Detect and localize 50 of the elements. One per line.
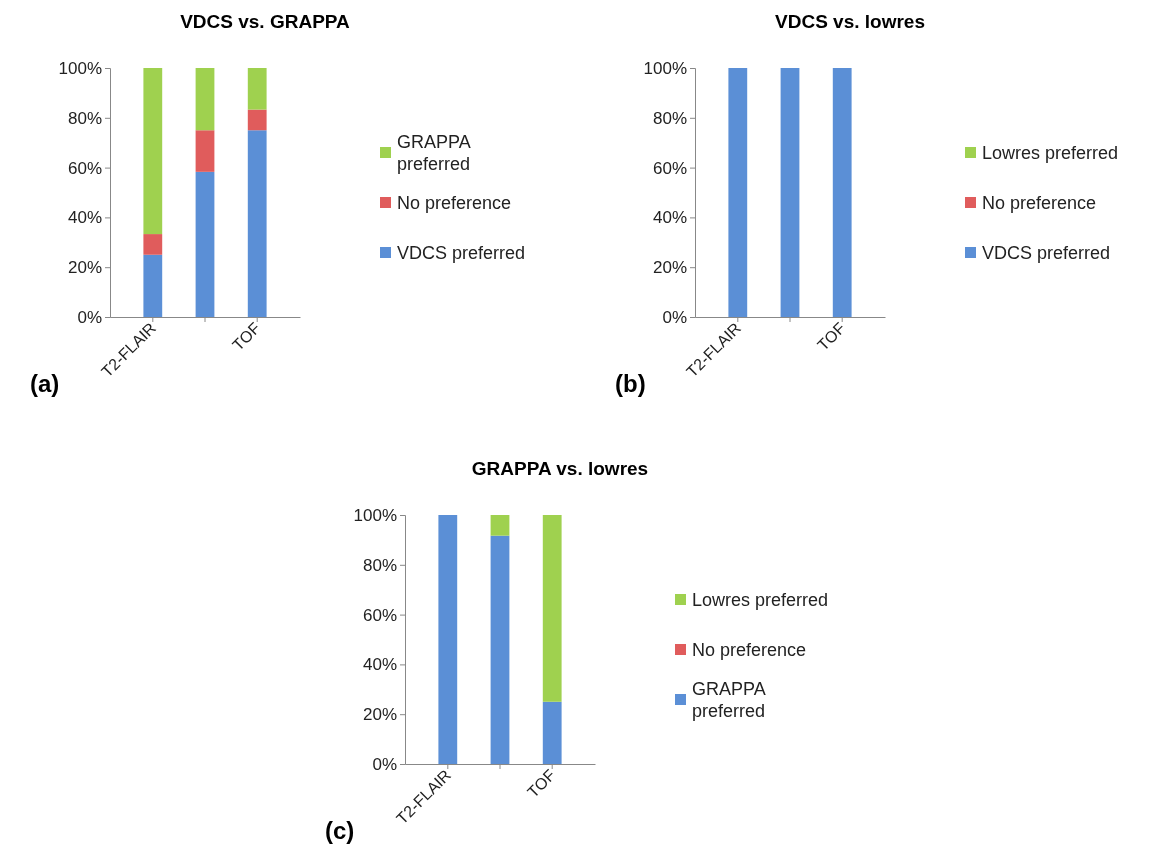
text: (c) [325,817,355,844]
y-tick-label: 40% [652,208,687,228]
bar [195,130,215,172]
bar [438,515,458,764]
x-tick-label: TOF [814,319,849,354]
y-tick-label: 60% [362,605,397,625]
y-tick-label: 20% [67,258,102,278]
bar [247,68,267,110]
bar [195,171,215,317]
legend-label: VDCS preferred [982,243,1111,264]
bar [143,234,163,255]
y-tick-label: 20% [652,258,687,278]
y-tick-label: 100% [58,58,102,78]
text: (b) [615,370,646,397]
y-tick-label: 40% [67,208,102,228]
bar [195,68,215,131]
y-tick-label: 100% [353,505,397,525]
legend-label: No preference [982,193,1097,214]
x-tick-label: TOF [229,319,264,354]
legend-label: GRAPPA preferred [692,679,766,722]
bar [247,109,267,131]
chart-title: GRAPPA vs. lowres [471,458,649,479]
bar [143,254,163,317]
legend-label: VDCS preferred [397,243,526,264]
bar [247,130,267,317]
y-tick-label: 0% [372,754,397,774]
y-tick-label: 100% [643,58,687,78]
y-tick-label: 20% [362,705,397,725]
y-tick-label: 60% [652,158,687,178]
legend-label: GRAPPA preferred [397,132,471,175]
bar [143,68,163,235]
bar [542,515,562,702]
legend-label: No preference [692,640,807,661]
bar [490,535,510,764]
y-tick-label: 40% [362,655,397,675]
text: (a) [30,370,60,397]
y-tick-label: 0% [77,307,102,327]
legend-label: Lowres preferred [982,143,1119,164]
legend-label: Lowres preferred [692,590,829,611]
y-tick-label: 60% [67,158,102,178]
bar [490,515,510,536]
bar [542,701,562,764]
chart-title: VDCS vs. lowres [775,11,925,32]
chart-title: VDCS vs. GRAPPA [180,11,351,32]
y-tick-label: 0% [662,307,687,327]
y-tick-label: 80% [362,555,397,575]
legend-label: No preference [397,193,512,214]
y-tick-label: 80% [67,108,102,128]
x-tick-label: TOF [524,766,559,801]
y-tick-label: 80% [652,108,687,128]
